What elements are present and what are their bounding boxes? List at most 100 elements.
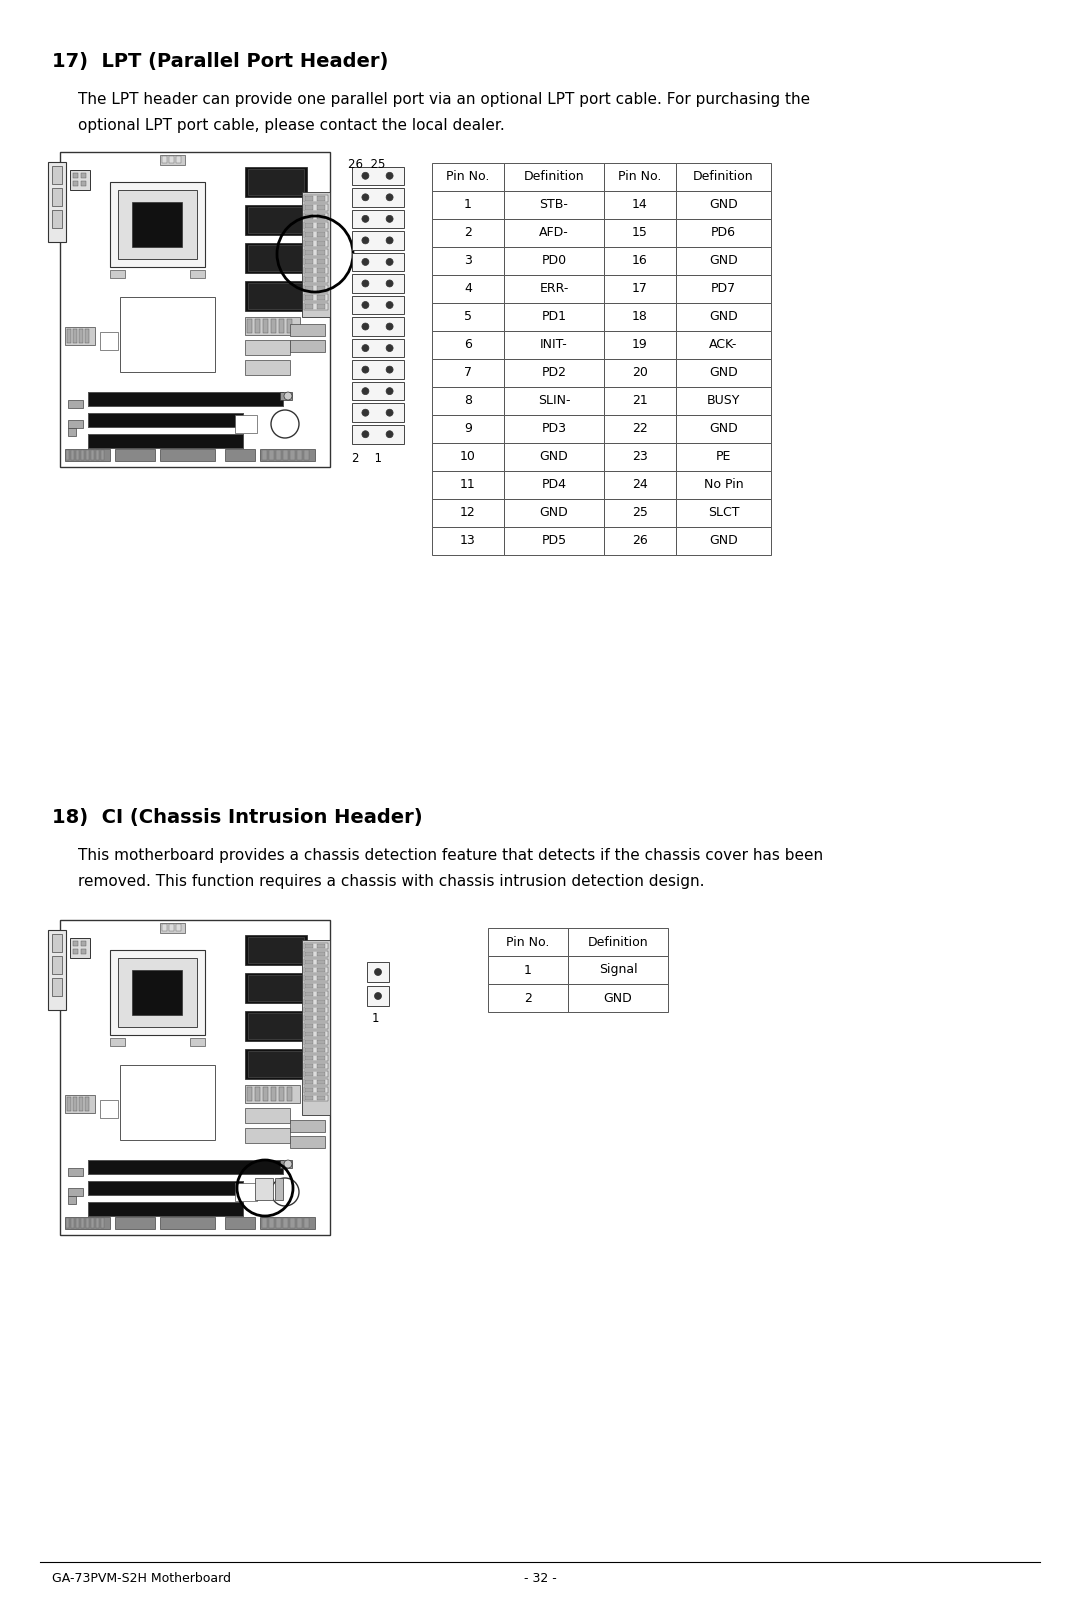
Circle shape [387, 215, 393, 223]
Text: ACK-: ACK- [710, 338, 738, 351]
Bar [160, 156, 185, 165]
Bar [432, 528, 504, 555]
Bar [303, 451, 309, 460]
Bar [305, 233, 313, 237]
Bar [303, 241, 328, 247]
Bar [235, 1184, 257, 1201]
Text: 6: 6 [464, 338, 472, 351]
Bar [305, 1023, 313, 1028]
Bar [162, 924, 167, 930]
Bar [305, 223, 313, 228]
Text: 8: 8 [464, 395, 472, 407]
Bar [604, 330, 676, 359]
Bar [73, 181, 78, 186]
Bar [291, 324, 325, 335]
Bar [70, 170, 90, 189]
Bar [604, 359, 676, 387]
Circle shape [362, 258, 369, 265]
Circle shape [362, 431, 369, 438]
Bar [604, 220, 676, 247]
Bar [604, 528, 676, 555]
Text: 26  25: 26 25 [348, 159, 386, 172]
Bar [305, 196, 313, 200]
Bar [114, 1217, 156, 1229]
Text: This motherboard provides a chassis detection feature that detects if the chassi: This motherboard provides a chassis dete… [78, 849, 823, 863]
Bar [318, 991, 325, 996]
Bar [351, 425, 404, 443]
Text: PE: PE [716, 451, 731, 464]
Bar [351, 338, 404, 358]
Bar [247, 319, 252, 334]
Bar [303, 1039, 328, 1044]
Bar [291, 451, 295, 460]
Bar [73, 329, 77, 343]
Circle shape [375, 969, 381, 975]
Text: 2: 2 [464, 226, 472, 239]
Bar [303, 983, 328, 990]
Bar [303, 1055, 328, 1060]
Bar [303, 249, 328, 257]
Bar [255, 319, 260, 334]
Bar [305, 1088, 313, 1092]
Circle shape [362, 366, 369, 374]
Bar [604, 472, 676, 499]
Text: BUSY: BUSY [706, 395, 740, 407]
Text: STB-: STB- [540, 199, 568, 212]
Text: 16: 16 [632, 255, 648, 268]
Text: 1: 1 [464, 199, 472, 212]
Bar [87, 412, 243, 427]
Circle shape [387, 237, 393, 244]
Bar [305, 1007, 313, 1012]
Text: 10: 10 [460, 451, 476, 464]
Bar [87, 1160, 283, 1174]
Text: GND: GND [710, 255, 738, 268]
Bar [318, 961, 325, 964]
Circle shape [271, 1177, 299, 1206]
Bar [351, 274, 404, 294]
Bar [275, 1177, 283, 1200]
Bar [305, 967, 313, 972]
Bar [432, 274, 504, 303]
Bar [245, 340, 291, 354]
Bar [305, 268, 313, 273]
Bar [676, 387, 771, 415]
Text: 18)  CI (Chassis Intrusion Header): 18) CI (Chassis Intrusion Header) [52, 808, 422, 828]
Bar [248, 245, 303, 271]
Bar [303, 294, 328, 302]
Circle shape [375, 993, 381, 999]
Bar [110, 181, 205, 266]
Bar [68, 1189, 83, 1197]
Bar [87, 1160, 283, 1174]
Bar [488, 929, 568, 956]
Text: 21: 21 [632, 395, 648, 407]
Text: Definition: Definition [588, 935, 648, 948]
Bar [305, 1079, 313, 1084]
Bar [303, 204, 328, 212]
Bar [488, 983, 568, 1012]
Bar [318, 1055, 325, 1060]
Bar [303, 303, 328, 310]
Bar [79, 329, 83, 343]
Bar [245, 1108, 291, 1123]
Bar [87, 1181, 243, 1195]
Text: optional LPT port cable, please contact the local dealer.: optional LPT port cable, please contact … [78, 119, 504, 133]
Bar [235, 415, 257, 433]
Bar [303, 1047, 328, 1052]
Text: SLIN-: SLIN- [538, 395, 570, 407]
Bar [504, 499, 604, 528]
Bar [245, 242, 307, 273]
Text: 1: 1 [524, 964, 532, 977]
Bar [287, 319, 292, 334]
Bar [120, 1065, 215, 1140]
Bar [432, 472, 504, 499]
Text: 22: 22 [632, 422, 648, 436]
Bar [248, 168, 303, 196]
Text: GND: GND [604, 991, 633, 1004]
Text: 2: 2 [524, 991, 532, 1004]
Bar [176, 924, 181, 930]
Bar [52, 978, 62, 996]
Bar [67, 1097, 71, 1112]
Circle shape [362, 322, 369, 330]
Bar [262, 451, 267, 460]
Text: Pin No.: Pin No. [446, 170, 489, 183]
